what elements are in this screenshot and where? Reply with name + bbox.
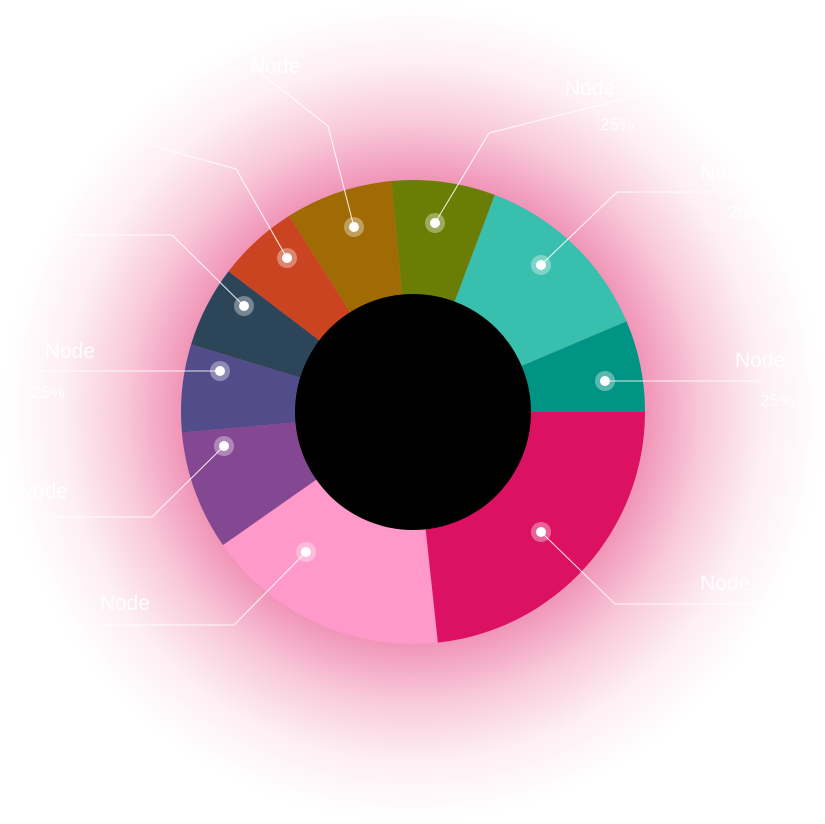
slice-percent-7: 25% <box>31 383 65 402</box>
slice-label-2: Node <box>700 162 750 185</box>
leader-line-4 <box>249 64 355 228</box>
donut-center-hole <box>295 294 531 530</box>
marker-dot-5 <box>282 253 292 263</box>
marker-dot-1 <box>600 376 610 386</box>
leader-line-3 <box>434 94 641 224</box>
marker-dot-7 <box>215 366 225 376</box>
marker-dot-10 <box>536 527 546 537</box>
slice-percent-1: 25% <box>760 391 794 410</box>
slice-label-3: Node <box>565 77 615 100</box>
marker-dot-9 <box>301 547 311 557</box>
slice-label-9: Node <box>100 592 150 615</box>
slice-label-7: Node <box>45 340 95 363</box>
slice-label-8: Node <box>18 480 68 503</box>
marker-dot-8 <box>219 441 229 451</box>
leader-line-8 <box>40 445 225 518</box>
slice-label-10: Node <box>700 572 750 595</box>
marker-dot-6 <box>239 301 249 311</box>
slice-label-1: Node <box>735 349 785 372</box>
leader-line-10 <box>540 531 770 605</box>
slice-percent-2: 25% <box>728 203 762 222</box>
leader-line-6 <box>60 234 245 307</box>
leader-line-5 <box>149 144 288 259</box>
slice-label-4: Node <box>250 55 300 78</box>
marker-dot-2 <box>536 260 546 270</box>
marker-dot-4 <box>349 222 359 232</box>
slice-percent-3: 25% <box>600 115 634 134</box>
leader-line-2 <box>540 191 760 266</box>
marker-dot-3 <box>430 218 440 228</box>
leader-line-9 <box>80 551 307 626</box>
